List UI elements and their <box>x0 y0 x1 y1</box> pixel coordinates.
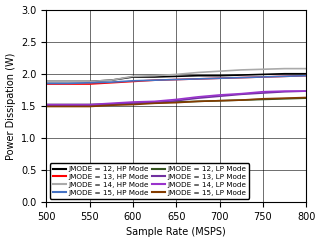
X-axis label: Sample Rate (MSPS): Sample Rate (MSPS) <box>126 227 226 237</box>
Legend: JMODE = 12, HP Mode, JMODE = 13, HP Mode, JMODE = 14, HP Mode, JMODE = 15, HP Mo: JMODE = 12, HP Mode, JMODE = 13, HP Mode… <box>50 163 249 199</box>
Y-axis label: Power Dissipation (W): Power Dissipation (W) <box>5 52 15 160</box>
